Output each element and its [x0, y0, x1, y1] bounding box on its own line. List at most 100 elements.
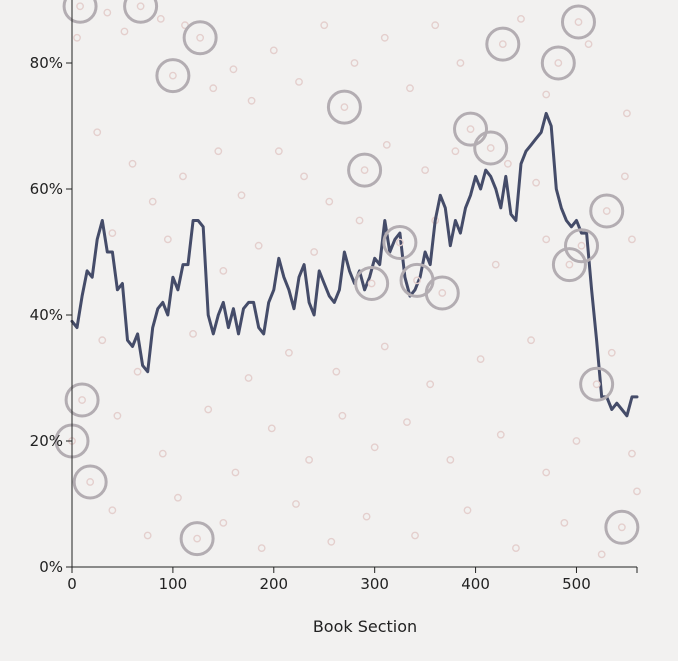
big-circle-12: [564, 228, 600, 264]
small-circle-10: [320, 21, 329, 30]
big-circle-2: [182, 20, 218, 56]
big-circle-15: [354, 266, 390, 301]
small-circle-2: [120, 27, 129, 36]
small-circle-67: [542, 468, 551, 477]
y-tick-label-2: 40%: [30, 306, 63, 324]
small-circle-11: [350, 59, 359, 67]
x-tick-label-4: 400: [461, 575, 490, 593]
small-circle-64: [403, 418, 411, 426]
big-circle-3: [155, 58, 191, 94]
small-circle-40: [355, 216, 364, 225]
small-circle-1: [103, 8, 112, 17]
big-circle-17: [424, 275, 460, 311]
big-circle-4: [326, 89, 362, 125]
small-circle-48: [244, 374, 253, 382]
big-circle-11: [589, 193, 625, 229]
small-circle-37: [219, 266, 228, 275]
big-circle-5: [347, 152, 383, 188]
small-circle-79: [463, 506, 472, 515]
y-tick-label-4: 80%: [30, 54, 63, 72]
small-circle-33: [532, 178, 541, 187]
small-circle-27: [300, 172, 308, 181]
small-circle-29: [382, 140, 391, 149]
small-circle-32: [503, 159, 512, 168]
small-circle-8: [269, 46, 278, 55]
small-circle-66: [496, 430, 505, 439]
big-circle-7: [473, 130, 509, 166]
small-circle-28: [325, 197, 334, 206]
big-circle-1: [123, 0, 159, 24]
small-circle-13: [406, 84, 414, 93]
x-tick-label-1: 100: [159, 575, 188, 593]
small-circle-81: [560, 519, 569, 527]
small-circle-61: [305, 455, 313, 464]
big-circle-22: [579, 366, 615, 402]
small-circle-76: [327, 537, 336, 546]
small-circle-38: [254, 241, 263, 250]
small-circle-63: [370, 443, 379, 452]
small-circle-22: [148, 197, 157, 206]
small-circle-70: [108, 506, 117, 515]
small-circle-71: [143, 531, 152, 540]
small-circle-30: [421, 166, 430, 175]
small-circle-54: [527, 336, 535, 345]
small-circle-26: [274, 147, 283, 156]
big-circle-8: [485, 26, 521, 62]
small-circle-6: [229, 65, 238, 74]
big-circle-14: [382, 225, 418, 261]
small-circle-51: [380, 342, 389, 351]
small-circle-20: [93, 128, 102, 137]
small-circle-0: [73, 33, 81, 42]
small-circle-50: [332, 367, 341, 376]
background-circles: [73, 8, 641, 559]
y-ticks: 0% 20% 40% 60% 80%: [30, 54, 72, 576]
small-circle-58: [204, 405, 213, 414]
small-circle-68: [572, 437, 581, 445]
small-circle-65: [446, 455, 455, 464]
small-circle-56: [113, 411, 122, 420]
small-circle-19: [623, 109, 631, 118]
small-circle-52: [426, 380, 435, 389]
x-tick-label-0: 0: [67, 575, 77, 593]
y-tick-label-0: 0%: [39, 558, 63, 576]
small-circle-73: [219, 519, 228, 527]
series-layer: [54, 0, 640, 557]
small-circle-9: [295, 78, 303, 86]
small-circle-14: [431, 21, 440, 30]
small-circle-35: [108, 229, 117, 238]
small-circle-7: [247, 96, 256, 105]
small-circle-46: [133, 367, 142, 376]
small-circle-57: [158, 449, 167, 458]
small-circle-43: [542, 235, 551, 244]
big-circle-0: [62, 0, 98, 24]
small-circle-49: [285, 348, 293, 357]
small-circle-47: [189, 329, 197, 338]
small-circle-15: [456, 59, 465, 67]
small-circle-55: [607, 348, 616, 357]
small-circle-72: [174, 493, 182, 502]
small-circle-17: [542, 90, 551, 99]
big-circle-9: [540, 45, 576, 81]
small-circle-77: [362, 512, 371, 521]
small-circle-75: [292, 500, 300, 508]
small-circle-18: [584, 40, 593, 48]
small-circle-83: [633, 487, 641, 496]
small-circle-82: [597, 550, 606, 559]
x-tick-label-5: 500: [562, 575, 591, 593]
big-circle-13: [551, 247, 587, 283]
small-circle-78: [411, 531, 419, 540]
x-axis-title: Book Section: [313, 617, 417, 636]
small-circle-74: [257, 544, 266, 552]
x-tick-label-2: 200: [259, 575, 288, 593]
big-circle-23: [604, 509, 640, 545]
small-circle-3: [156, 14, 165, 23]
small-circle-60: [267, 424, 276, 433]
small-circle-45: [98, 336, 107, 345]
small-circle-21: [128, 159, 137, 168]
big-circle-21: [179, 521, 215, 557]
small-circle-62: [338, 411, 347, 420]
small-circle-31: [451, 147, 460, 156]
y-tick-label-3: 60%: [30, 180, 63, 198]
small-circle-59: [231, 468, 240, 477]
small-circle-53: [476, 355, 485, 363]
